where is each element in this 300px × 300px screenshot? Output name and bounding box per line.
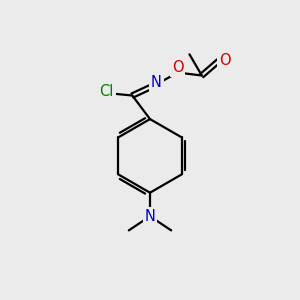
Text: Cl: Cl: [100, 84, 114, 99]
Text: O: O: [172, 60, 184, 75]
Text: N: N: [151, 75, 162, 90]
Text: O: O: [219, 53, 231, 68]
Text: N: N: [145, 209, 155, 224]
